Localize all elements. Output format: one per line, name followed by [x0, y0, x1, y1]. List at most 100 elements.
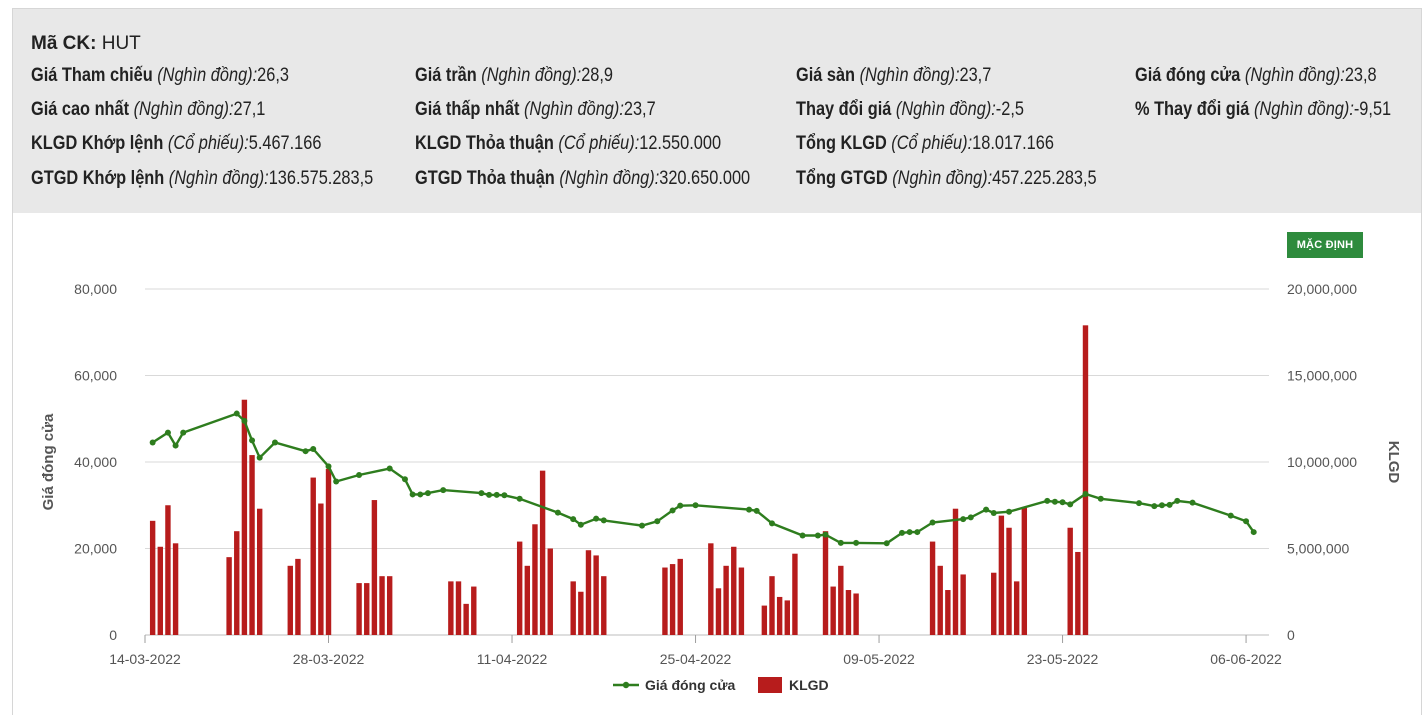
info-label: KLGD Thỏa thuận — [415, 133, 554, 154]
info-value: 28,9 — [581, 65, 614, 86]
info-unit: (Nghìn đồng): — [1253, 99, 1354, 120]
info-label: Tổng GTGD — [796, 168, 888, 189]
volume-bar — [532, 524, 538, 635]
info-field: Giá trần (Nghìn đồng):28,9 — [415, 65, 613, 87]
price-point — [333, 478, 340, 485]
info-unit: (Nghìn đồng): — [892, 168, 993, 189]
price-point — [493, 491, 500, 498]
price-point — [570, 516, 577, 523]
info-value: 5.467.166 — [248, 133, 322, 154]
volume-bar — [945, 590, 951, 635]
price-point — [1051, 498, 1058, 505]
price-point — [768, 520, 775, 527]
volume-bar — [379, 576, 385, 635]
y-right-tick-label: 10,000,000 — [1287, 454, 1357, 470]
price-point — [302, 448, 309, 455]
chart-legend: Giá đóng cửa KLGD — [613, 677, 829, 693]
price-point — [577, 521, 584, 528]
y-right-tick-label: 0 — [1287, 627, 1295, 643]
info-unit: (Nghìn đồng): — [895, 99, 996, 120]
info-value: -9,51 — [1353, 99, 1392, 120]
price-point — [516, 495, 523, 502]
price-point — [967, 514, 974, 521]
info-label: Giá Tham chiếu — [31, 65, 153, 86]
price-point — [1097, 495, 1104, 502]
info-field: % Thay đổi giá (Nghìn đồng):-9,51 — [1135, 99, 1391, 121]
volume-bar — [776, 596, 783, 635]
price-point — [929, 519, 936, 526]
info-unit: (Nghìn đồng): — [481, 65, 582, 86]
x-tick-label: 28-03-2022 — [293, 651, 365, 667]
volume-bar — [960, 574, 966, 635]
info-label: % Thay đổi giá — [1135, 99, 1250, 120]
info-unit: (Cổ phiếu): — [558, 133, 640, 154]
volume-bar — [1067, 527, 1073, 635]
info-label: Giá thấp nhất — [415, 99, 520, 120]
x-tick-label: 06-06-2022 — [1210, 651, 1282, 667]
volume-bar — [784, 600, 790, 635]
volume-bar — [601, 576, 607, 635]
price-point — [983, 506, 990, 513]
price-point — [164, 429, 171, 436]
info-value: 12.550.000 — [639, 133, 722, 154]
info-value: 23,8 — [1344, 65, 1377, 86]
y-right-tick-label: 15,000,000 — [1287, 368, 1357, 384]
info-field: Tổng GTGD (Nghìn đồng):457.225.283,5 — [796, 168, 1097, 190]
price-point — [1067, 501, 1074, 508]
info-field: Giá cao nhất (Nghìn đồng):27,1 — [31, 99, 265, 121]
info-value: 320.650.000 — [659, 168, 751, 189]
price-point — [486, 491, 493, 498]
price-point — [1082, 491, 1089, 498]
price-point — [149, 439, 156, 446]
volume-bar — [165, 505, 171, 635]
volume-bar — [845, 590, 852, 635]
y-right-axis-title: KLGD — [1385, 441, 1402, 484]
price-point — [1250, 529, 1257, 536]
info-unit: (Cổ phiếu): — [891, 133, 973, 154]
info-field: Giá thấp nhất (Nghìn đồng):23,7 — [415, 99, 656, 121]
volume-bar — [325, 468, 332, 635]
price-point — [401, 476, 408, 483]
price-point — [417, 491, 424, 498]
price-point — [1006, 508, 1013, 515]
info-value: 18.017.166 — [972, 133, 1054, 154]
price-point — [600, 517, 607, 524]
volume-bar — [929, 541, 936, 635]
info-label: Giá đóng cửa — [1135, 65, 1241, 86]
price-point — [593, 515, 600, 522]
info-value: 23,7 — [959, 65, 992, 86]
volume-bar — [838, 565, 844, 635]
volume-bar — [249, 455, 255, 635]
info-unit: (Cổ phiếu): — [167, 133, 249, 154]
info-field: Giá Tham chiếu (Nghìn đồng):26,3 — [31, 65, 289, 87]
volume-bar — [715, 588, 722, 635]
stock-code-line: Mã CK: HUT — [31, 33, 141, 55]
volume-bar — [157, 546, 163, 635]
info-unit: (Nghìn đồng): — [1244, 65, 1345, 86]
price-point — [822, 531, 829, 538]
volume-bar — [524, 565, 531, 635]
volume-bar — [593, 555, 599, 635]
info-value: 26,3 — [257, 65, 289, 86]
volume-bar — [287, 565, 293, 635]
info-value: 23,7 — [623, 99, 656, 120]
info-unit: (Nghìn đồng): — [168, 168, 269, 189]
price-point — [914, 529, 921, 536]
legend-line-marker — [622, 681, 630, 689]
close-price-points — [149, 410, 1257, 547]
close-price-line — [151, 412, 1255, 545]
price-point — [554, 509, 561, 516]
volume-bar — [662, 567, 668, 635]
y-right-tick-label: 5,000,000 — [1287, 541, 1349, 557]
volume-bar — [669, 564, 676, 635]
volume-bar — [364, 583, 370, 635]
price-point — [409, 491, 416, 498]
price-point — [1174, 497, 1181, 504]
price-point — [478, 490, 485, 497]
default-view-button[interactable]: MẶC ĐỊNH — [1287, 232, 1363, 258]
volume-bar — [234, 531, 240, 635]
volume-bar — [578, 591, 584, 635]
volume-bar — [1075, 551, 1081, 635]
price-point — [853, 539, 860, 546]
price-point — [1243, 518, 1250, 525]
